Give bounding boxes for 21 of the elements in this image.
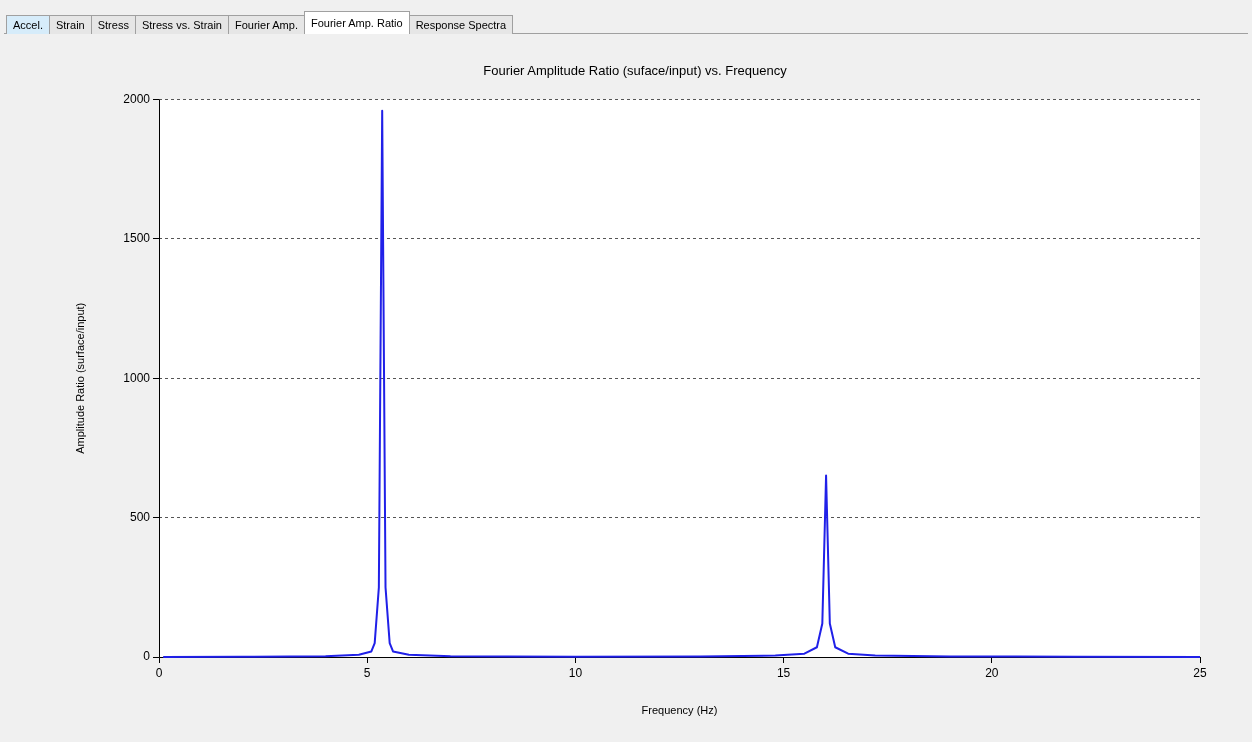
x-tick-label: 10 [568,665,583,680]
y-tick-label: 1000 [123,370,151,385]
y-tick-label: 2000 [123,91,151,106]
y-tick-label: 0 [143,649,151,664]
x-tick-label: 5 [363,665,371,680]
text: Response Spectra [408,15,514,34]
text: Strain [48,15,92,34]
x-tick-label: 15 [776,665,791,680]
y-axis-title: Amplitude Ratio (surface/input) [73,302,86,454]
x-tick-label: 0 [155,665,163,680]
text: Fourier Amp. Ratio [303,11,410,34]
y-tick-label: 1500 [123,231,151,246]
chart-title: Fourier Amplitude Ratio (suface/input) vs. Frequency [483,63,788,79]
y-tick-label: 500 [129,509,151,524]
text: Fourier Amp. [227,15,305,34]
text: Accel. [6,15,50,34]
x-tick-label: 20 [985,665,999,680]
text: Stress [90,15,136,34]
x-tick-label: 25 [1193,665,1207,680]
text: Stress vs. Strain [134,15,229,34]
x-axis-title: Frequency (Hz) [641,704,718,717]
